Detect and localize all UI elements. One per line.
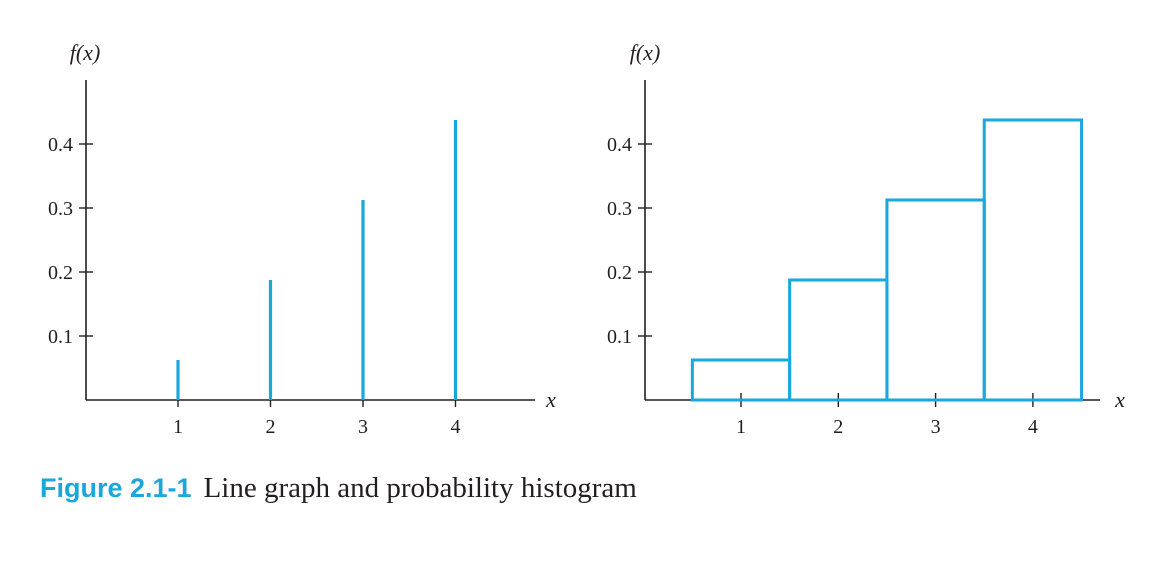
- y-tick-label: 0.2: [607, 262, 632, 284]
- y-tick-label: 0.1: [607, 326, 632, 348]
- y-tick-label: 0.4: [48, 134, 73, 156]
- x-tick-label: 3: [358, 416, 368, 438]
- figure-caption-text: Line graph and probability histogram: [203, 472, 637, 504]
- x-tick-label: 4: [1028, 416, 1038, 438]
- y-tick-label: 0.3: [607, 198, 632, 220]
- probability-histogram-chart: f(x) x 0.1 0.2 0.3 0.4 1 2 3 4: [607, 40, 1125, 438]
- histogram-bar: [982, 118, 1084, 402]
- y-tick-label: 0.2: [48, 262, 73, 284]
- x-axis-label: x: [545, 387, 556, 412]
- x-tick-label: 3: [931, 416, 941, 438]
- y-axis-label: f(x): [630, 40, 661, 65]
- line-graph-chart: f(x) x 0.1 0.2 0.3 0.4 1 2 3 4: [48, 40, 556, 438]
- figure-caption: Figure 2.1-1 Line graph and probability …: [40, 472, 637, 505]
- y-tick-label: 0.4: [607, 134, 632, 156]
- x-axis-label: x: [1114, 387, 1125, 412]
- y-tick-label: 0.1: [48, 326, 73, 348]
- histogram-bar: [788, 278, 889, 402]
- x-tick-label: 1: [173, 416, 183, 438]
- y-axis-label: f(x): [70, 40, 101, 65]
- y-tick-label: 0.3: [48, 198, 73, 220]
- x-tick-label: 1: [736, 416, 746, 438]
- x-tick-label: 2: [833, 416, 843, 438]
- histogram-bar: [885, 198, 986, 402]
- x-tick-label: 2: [266, 416, 276, 438]
- figure-caption-label: Figure 2.1-1: [40, 473, 192, 503]
- x-tick-label: 4: [451, 416, 461, 438]
